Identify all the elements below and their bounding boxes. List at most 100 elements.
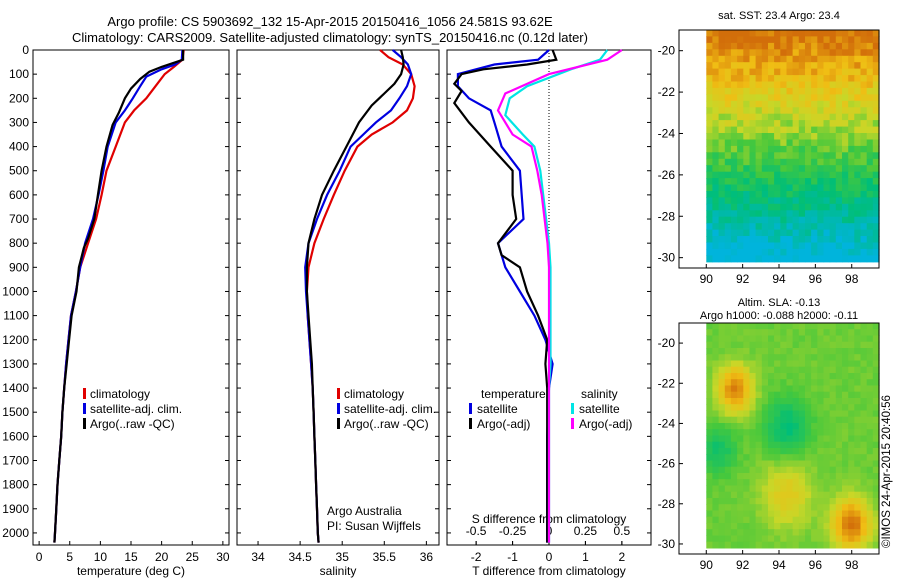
map-cell (755, 348, 763, 355)
map-cell (712, 184, 720, 192)
map-cell (854, 236, 862, 243)
map-cell (768, 229, 775, 237)
map-cell (848, 504, 855, 511)
map-cell (749, 354, 757, 361)
map-cell (718, 100, 726, 108)
map-cell (774, 498, 781, 505)
map-cell (842, 171, 849, 179)
map-cell (798, 120, 806, 128)
map-cell (848, 223, 855, 231)
map-cell (780, 416, 788, 424)
map-cell (755, 479, 763, 486)
x-tick-label: 90 (700, 558, 714, 572)
map-cell (805, 423, 812, 430)
map-cell (817, 184, 825, 192)
map-cell (823, 341, 831, 349)
map-cell (805, 329, 812, 336)
map-cell (774, 184, 781, 192)
map-cell (761, 255, 769, 263)
map-cell (872, 366, 880, 374)
map-cell (798, 152, 806, 160)
map-cell (774, 126, 781, 134)
map-cell (842, 529, 849, 536)
map-cell (866, 30, 874, 37)
map-cell (811, 139, 818, 147)
map-cell (768, 448, 775, 455)
map-cell (786, 216, 794, 224)
map-cell (854, 448, 862, 455)
map-cell (780, 423, 788, 430)
map-cell (755, 460, 763, 468)
map-cell (860, 423, 868, 430)
map-cell (743, 49, 751, 57)
map-cell (761, 68, 769, 76)
map-cell (780, 535, 788, 543)
map-cell (842, 229, 849, 237)
map-cell (792, 100, 800, 108)
map-cell (811, 429, 818, 436)
map-cell (755, 191, 763, 198)
map-cell (811, 248, 818, 256)
map-cell (706, 348, 714, 355)
map-cell (848, 341, 855, 349)
map-cell (730, 329, 738, 336)
map-cell (792, 197, 800, 205)
map-cell (774, 335, 781, 343)
map-cell (805, 335, 812, 343)
map-cell (743, 62, 751, 70)
map-cell (798, 223, 806, 231)
map-cell (817, 203, 825, 211)
map-cell (755, 366, 763, 374)
map-cell (718, 354, 726, 361)
map-cell (842, 191, 849, 198)
map-cell (860, 541, 868, 549)
map-cell (811, 100, 818, 108)
map-cell (848, 55, 855, 63)
map-cell (798, 229, 806, 237)
map-cell (811, 145, 818, 153)
map-cell (706, 42, 714, 50)
x-tick-label: 92 (736, 272, 750, 286)
map-cell (866, 504, 874, 511)
map-cell (842, 541, 849, 549)
map-cell (737, 184, 744, 192)
map-cell (792, 191, 800, 198)
map-cell (817, 335, 825, 343)
map-cell (798, 498, 806, 505)
map-cell (768, 126, 775, 134)
map-cell (823, 366, 831, 374)
map-cell (848, 429, 855, 436)
map-cell (749, 448, 757, 455)
y-tick-label: 1400 (2, 381, 29, 395)
map-cell (718, 178, 726, 186)
map-cell (761, 248, 769, 256)
map-cell (829, 255, 837, 263)
map-cell (798, 203, 806, 211)
map-cell (712, 498, 720, 505)
map-cell (817, 423, 825, 430)
map-cell (774, 516, 781, 524)
map-cell (706, 479, 714, 486)
map-cell (829, 191, 837, 198)
map-cell (761, 120, 769, 128)
map-cell (774, 479, 781, 486)
map-cell (712, 113, 720, 121)
map-cell (848, 323, 855, 330)
map-cell (817, 36, 825, 44)
map-cell (724, 410, 732, 418)
map-cell (737, 139, 744, 147)
map-cell (854, 75, 862, 83)
legend-swatch (83, 403, 86, 414)
map-cell (768, 68, 775, 76)
map-cell (774, 94, 781, 102)
map-cell (737, 404, 744, 411)
map-cell (749, 178, 757, 186)
map-cell (761, 341, 769, 349)
map-cell (835, 485, 843, 493)
map-cell (730, 133, 738, 140)
map-cell (860, 410, 868, 418)
map-cell (792, 242, 800, 250)
map-cell (792, 498, 800, 505)
map-cell (860, 55, 868, 63)
